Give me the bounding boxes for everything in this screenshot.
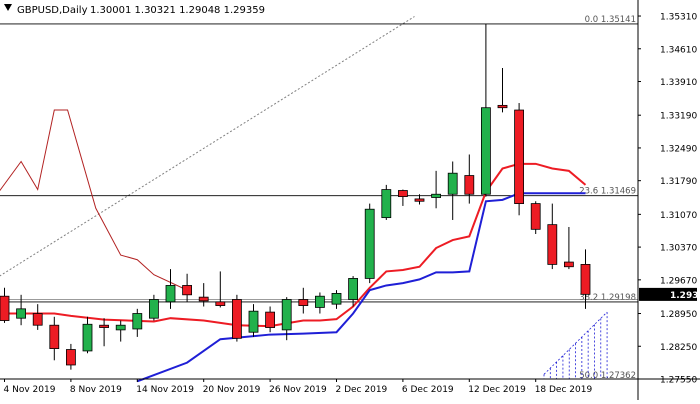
bear-candle[interactable] xyxy=(32,313,43,326)
bull-candle[interactable] xyxy=(381,189,392,219)
bull-candle[interactable] xyxy=(132,313,143,330)
ma-blue-line[interactable] xyxy=(136,192,586,383)
x-tick-label: 12 Dec 2019 xyxy=(468,385,526,395)
bull-candle[interactable] xyxy=(148,299,159,319)
bull-candle[interactable] xyxy=(281,299,292,331)
bull-candle[interactable] xyxy=(348,278,359,300)
dotted-trend-line[interactable] xyxy=(0,16,415,277)
bear-candle[interactable] xyxy=(547,224,558,265)
x-tick-label: 14 Nov 2019 xyxy=(136,385,194,395)
y-tick-label: 1.30370 xyxy=(660,244,697,254)
x-tick-label: 4 Nov 2019 xyxy=(4,385,56,395)
last-price-label: 1.29359 xyxy=(670,291,700,301)
bull-candle[interactable] xyxy=(165,285,176,303)
last-price-box xyxy=(639,287,697,301)
bear-candle[interactable] xyxy=(182,285,193,296)
fib-label: 23.6 1.31469 xyxy=(579,187,636,197)
bear-candle[interactable] xyxy=(298,299,309,306)
x-tick-label: 6 Dec 2019 xyxy=(402,385,454,395)
bear-candle[interactable] xyxy=(99,324,109,328)
bear-candle[interactable] xyxy=(265,311,276,328)
y-tick-label: 1.27550 xyxy=(660,376,697,386)
x-tick-label: 8 Nov 2019 xyxy=(70,385,122,395)
y-tick-label: 1.28950 xyxy=(660,310,697,320)
fib-label: 50.0 1.27362 xyxy=(579,371,636,381)
bull-candle[interactable] xyxy=(480,107,491,195)
x-tick-label: 18 Dec 2019 xyxy=(535,385,593,395)
bear-candle[interactable] xyxy=(497,104,508,109)
ma-red-line[interactable] xyxy=(4,162,587,328)
bear-candle[interactable] xyxy=(397,190,408,197)
bear-candle[interactable] xyxy=(530,203,541,230)
y-tick-label: 1.33190 xyxy=(660,112,697,122)
ohlc-values: 1.30001 1.30321 1.29048 1.29359 xyxy=(90,5,265,16)
x-tick-label: 2 Dec 2019 xyxy=(336,385,388,395)
y-tick-label: 1.32490 xyxy=(660,144,697,154)
bull-candle[interactable] xyxy=(16,308,27,319)
x-tick-label: 26 Nov 2019 xyxy=(269,385,327,395)
y-tick-label: 1.31790 xyxy=(660,177,697,187)
bull-candle[interactable] xyxy=(331,293,342,305)
bear-candle[interactable] xyxy=(580,264,591,295)
bull-candle[interactable] xyxy=(314,295,325,308)
bear-candle[interactable] xyxy=(215,301,226,306)
fib-label: 0.0 1.35141 xyxy=(585,15,636,25)
bear-candle[interactable] xyxy=(231,299,242,339)
collapse-arrow-icon[interactable] xyxy=(4,4,12,11)
symbol-label: GBPUSD,Daily xyxy=(17,5,88,16)
y-tick-label: 1.34610 xyxy=(660,45,697,55)
y-tick-label: 1.29670 xyxy=(660,276,697,286)
x-tick-label: 20 Nov 2019 xyxy=(203,385,261,395)
y-tick-label: 1.35310 xyxy=(660,13,697,23)
bear-candle[interactable] xyxy=(198,296,209,302)
bull-candle[interactable] xyxy=(431,193,442,198)
bear-candle[interactable] xyxy=(66,349,76,366)
bull-candle[interactable] xyxy=(248,310,259,333)
bear-candle[interactable] xyxy=(514,109,524,204)
bull-candle[interactable] xyxy=(82,323,93,352)
bear-candle[interactable] xyxy=(0,295,10,321)
y-tick-label: 1.33910 xyxy=(660,78,697,88)
bear-candle[interactable] xyxy=(414,198,425,202)
bull-candle[interactable] xyxy=(364,208,375,279)
bear-candle[interactable] xyxy=(564,261,574,268)
bear-candle[interactable] xyxy=(464,175,475,195)
bull-candle[interactable] xyxy=(115,324,126,331)
bull-candle[interactable] xyxy=(447,172,458,195)
thin-line-line[interactable] xyxy=(0,109,188,291)
y-tick-label: 1.31070 xyxy=(660,211,697,221)
fib-label: 38.2 1.29198 xyxy=(579,293,636,303)
bear-candle[interactable] xyxy=(49,324,60,349)
y-tick-label: 1.28250 xyxy=(660,343,697,353)
cloud-upper-edge xyxy=(543,311,608,375)
